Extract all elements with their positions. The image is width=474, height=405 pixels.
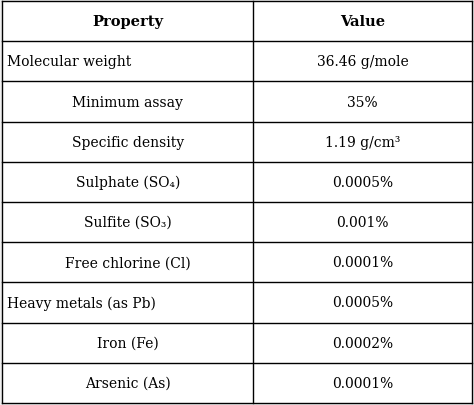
- Text: Free chlorine (Cl): Free chlorine (Cl): [65, 256, 191, 270]
- Text: 0.001%: 0.001%: [336, 215, 389, 230]
- Text: Value: Value: [340, 15, 385, 29]
- Text: Heavy metals (as Pb): Heavy metals (as Pb): [7, 296, 156, 310]
- Text: 0.0001%: 0.0001%: [332, 376, 393, 390]
- Text: Sulfite (SO₃): Sulfite (SO₃): [84, 215, 172, 230]
- Text: 0.0005%: 0.0005%: [332, 175, 393, 190]
- Text: Minimum assay: Minimum assay: [73, 95, 183, 109]
- Text: 0.0001%: 0.0001%: [332, 256, 393, 270]
- Text: Iron (Fe): Iron (Fe): [97, 336, 159, 350]
- Text: Property: Property: [92, 15, 164, 29]
- Text: 35%: 35%: [347, 95, 378, 109]
- Text: 1.19 g/cm³: 1.19 g/cm³: [325, 135, 400, 149]
- Text: 0.0005%: 0.0005%: [332, 296, 393, 310]
- Text: 36.46 g/mole: 36.46 g/mole: [317, 55, 409, 69]
- Text: Molecular weight: Molecular weight: [7, 55, 131, 69]
- Text: Sulphate (SO₄): Sulphate (SO₄): [76, 175, 180, 190]
- Text: 0.0002%: 0.0002%: [332, 336, 393, 350]
- Text: Specific density: Specific density: [72, 135, 184, 149]
- Text: Arsenic (As): Arsenic (As): [85, 376, 171, 390]
